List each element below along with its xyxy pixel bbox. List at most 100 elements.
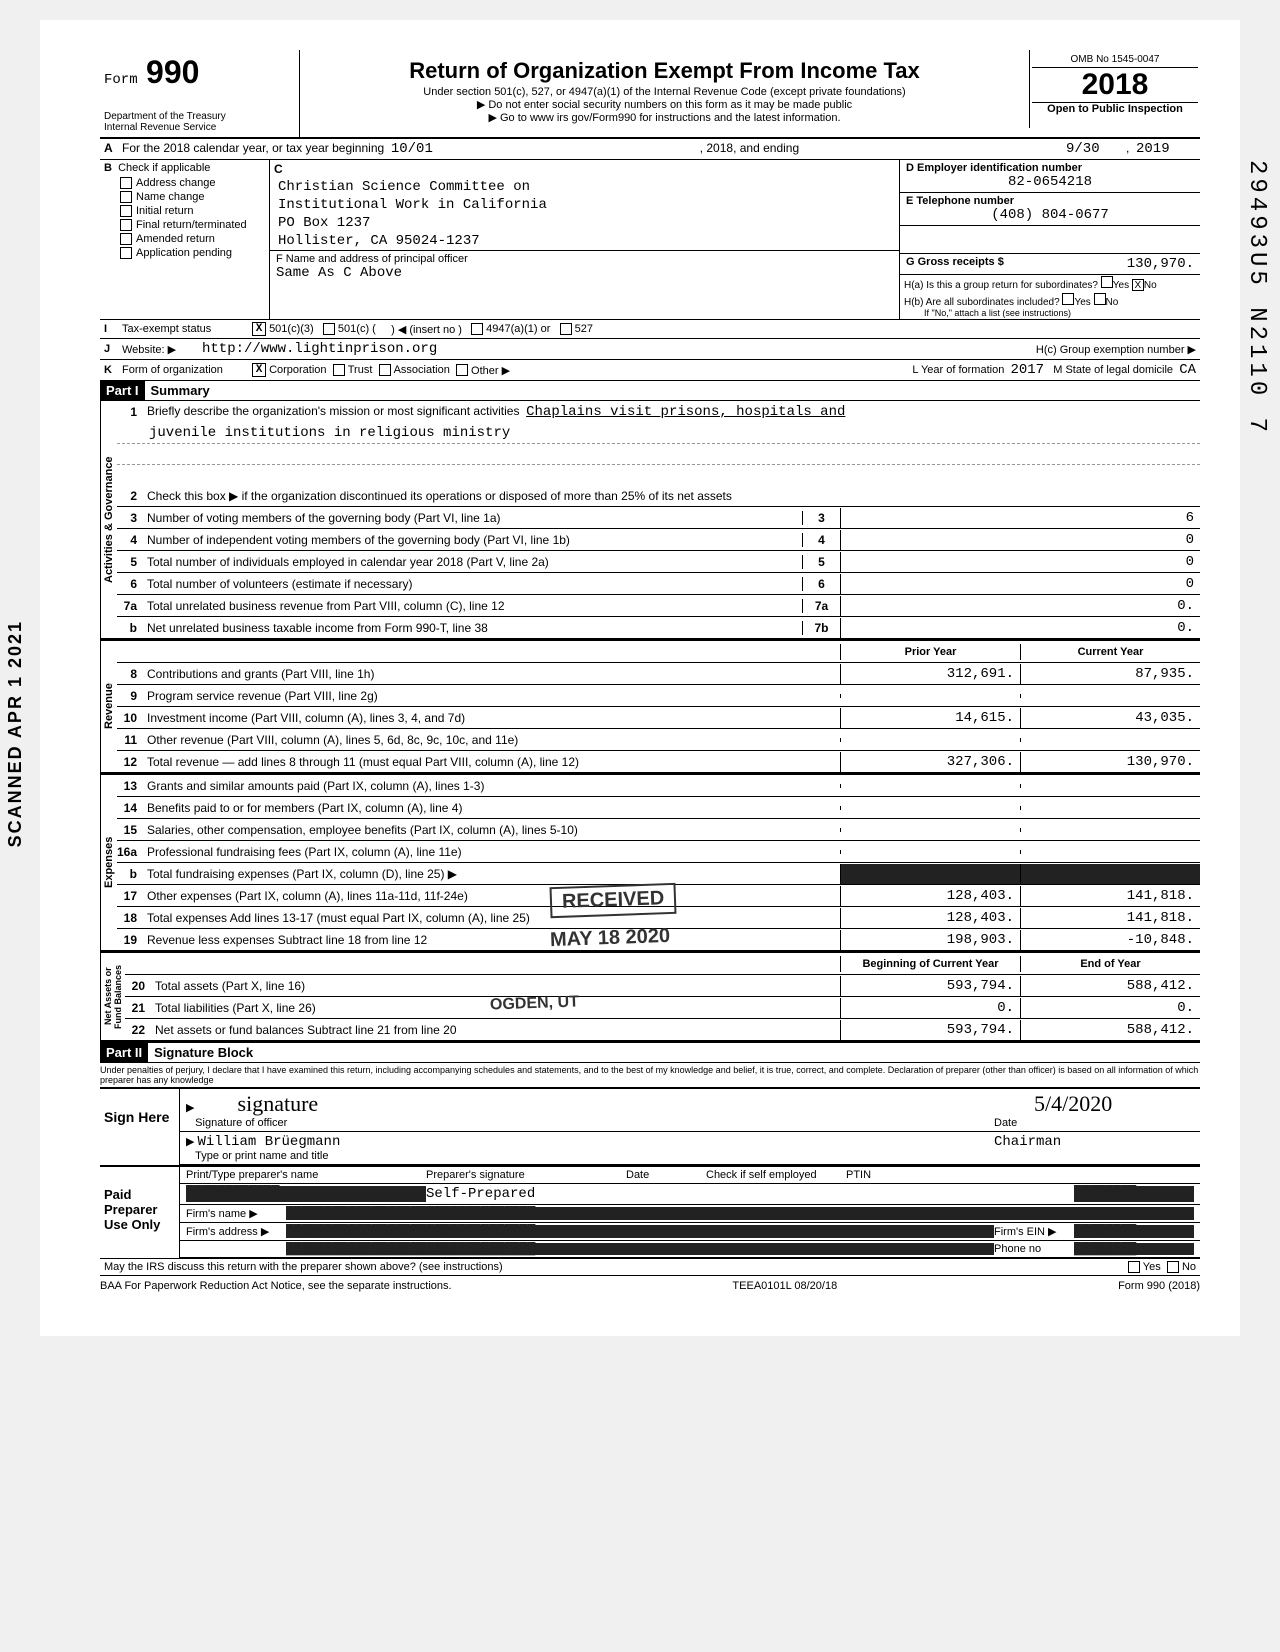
line-6-val: 0 (840, 574, 1200, 594)
hdr-end: End of Year (1020, 956, 1200, 972)
form-subtitle: Under section 501(c), 527, or 4947(a)(1)… (304, 86, 1025, 98)
label-l: L Year of formation (912, 364, 1004, 376)
opt-other: Other ▶ (471, 364, 510, 377)
line-12-desc: Total revenue — add lines 8 through 11 (… (143, 753, 840, 771)
state-domicile: CA (1179, 362, 1196, 378)
paid-preparer-label: Paid Preparer Use Only (100, 1167, 180, 1258)
form-label: Form (104, 72, 138, 88)
hb-yes-box[interactable] (1062, 293, 1074, 305)
form-instruction-2: ▶ Go to www irs gov/Form990 for instruct… (304, 111, 1025, 124)
hdr-prior-year: Prior Year (840, 644, 1020, 660)
officer-title: Chairman (994, 1134, 1194, 1162)
checkbox-trust[interactable] (333, 364, 345, 376)
line-5-val: 0 (840, 552, 1200, 572)
label-i: I (104, 323, 122, 335)
row-j: J Website: ▶ http://www.lightinprison.or… (100, 339, 1200, 360)
checkbox-address-change[interactable] (120, 177, 132, 189)
checkbox-corp[interactable]: X (252, 363, 266, 377)
label-e: E Telephone number (906, 195, 1014, 207)
discuss-no: No (1182, 1261, 1196, 1273)
opt-501c: 501(c) ( (338, 323, 376, 335)
redacted-firm-name: ████████████████████████████████ (286, 1207, 1194, 1220)
checkbox-final-return[interactable] (120, 219, 132, 231)
line-3-desc: Number of voting members of the governin… (143, 509, 802, 527)
label-g: G Gross receipts $ (906, 256, 1004, 272)
opt-527: 527 (575, 323, 593, 335)
label-m: M State of legal domicile (1053, 364, 1173, 376)
self-prepared: Self-Prepared (426, 1186, 626, 1202)
received-stamp: RECEIVED (549, 883, 676, 918)
label-c: C (270, 160, 899, 178)
year-formation: 2017 (1010, 362, 1044, 378)
org-name-2: Institutional Work in California (270, 196, 899, 214)
tax-year: 2018 (1032, 68, 1198, 103)
tax-exempt-label: Tax-exempt status (122, 323, 252, 335)
row-a-comma: , (1126, 141, 1129, 157)
checkbox-name-change[interactable] (120, 191, 132, 203)
line-12-prior: 327,306. (840, 752, 1020, 772)
officer-name: William Brüegmann (198, 1134, 341, 1150)
principal-officer: Same As C Above (276, 265, 893, 281)
checkbox-assoc[interactable] (379, 364, 391, 376)
line-6-desc: Total number of volunteers (estimate if … (143, 575, 802, 593)
hb-no-box[interactable] (1094, 293, 1106, 305)
opt-amended: Amended return (136, 233, 215, 245)
revenue-section: Revenue Prior YearCurrent Year 8Contribu… (100, 639, 1200, 773)
line-12-curr: 130,970. (1020, 752, 1200, 772)
checkbox-501c[interactable] (323, 323, 335, 335)
line-18-prior: 128,403. (840, 908, 1020, 928)
line-4-val: 0 (840, 530, 1200, 550)
line-15-desc: Salaries, other compensation, employee b… (143, 821, 840, 839)
prep-name-label: Print/Type preparer's name (186, 1169, 426, 1181)
officer-signature: signature (198, 1091, 319, 1116)
line-7b-val: 0. (840, 618, 1200, 638)
redacted-2: ████████ (1020, 864, 1200, 884)
line-21-end: 0. (1020, 998, 1200, 1018)
ha-no-box[interactable]: X (1132, 279, 1144, 291)
opt-corp: Corporation (269, 364, 326, 376)
checkbox-4947[interactable] (471, 323, 483, 335)
discuss-no-box[interactable] (1167, 1261, 1179, 1273)
checkbox-amended[interactable] (120, 233, 132, 245)
ha-no: No (1144, 280, 1157, 291)
phone-label: Phone no (994, 1243, 1074, 1255)
check-if-applicable: Check if applicable (118, 162, 210, 174)
block-bcd: B Check if applicable Address change Nam… (100, 160, 1200, 320)
received-date-stamp: MAY 18 2020 (540, 923, 681, 955)
gross-receipts: 130,970. (1127, 256, 1194, 272)
line-22-beg: 593,794. (840, 1020, 1020, 1040)
discuss-yes-box[interactable] (1128, 1261, 1140, 1273)
sig-date-handwritten: 5/4/2020 (994, 1091, 1112, 1116)
line-17-prior: 128,403. (840, 886, 1020, 906)
label-a: A (104, 141, 122, 157)
mission-line-3 (117, 444, 1200, 465)
redacted-firm-addr: ████████████████████████████████ (286, 1225, 994, 1238)
line-20-desc: Total assets (Part X, line 16) (151, 977, 840, 995)
perjury-disclaimer: Under penalties of perjury, I declare th… (100, 1063, 1200, 1087)
checkbox-501c3[interactable]: X (252, 322, 266, 336)
checkbox-527[interactable] (560, 323, 572, 335)
side-revenue: Revenue (100, 641, 117, 773)
line-10-prior: 14,615. (840, 708, 1020, 728)
discuss-yes: Yes (1143, 1261, 1161, 1273)
redacted-ptin: ████████ (1074, 1186, 1194, 1202)
line-18-desc: Total expenses Add lines 13-17 (must equ… (143, 909, 840, 927)
phone-value: (408) 804-0677 (906, 207, 1194, 223)
side-governance: Activities & Governance (100, 401, 117, 639)
net-assets-section: Net Assets or Fund Balances Beginning of… (100, 951, 1200, 1041)
checkbox-other[interactable] (456, 364, 468, 376)
line-20-beg: 593,794. (840, 976, 1020, 996)
ha-yes-box[interactable] (1101, 276, 1113, 288)
checkbox-pending[interactable] (120, 247, 132, 259)
redacted-phone: ████████ (1074, 1243, 1194, 1255)
org-name-1: Christian Science Committee on (270, 178, 899, 196)
opt-name-change: Name change (136, 191, 205, 203)
hdr-beginning: Beginning of Current Year (840, 956, 1020, 972)
checkbox-initial-return[interactable] (120, 205, 132, 217)
hb-sub: If "No," attach a list (see instructions… (904, 308, 1196, 318)
line-9-desc: Program service revenue (Part VIII, line… (143, 687, 840, 705)
line-10-curr: 43,035. (1020, 708, 1200, 728)
signature-block: Sign Here ▶ signature Signature of offic… (100, 1087, 1200, 1165)
form-org-label: Form of organization (122, 364, 252, 376)
opt-assoc: Association (394, 364, 450, 376)
